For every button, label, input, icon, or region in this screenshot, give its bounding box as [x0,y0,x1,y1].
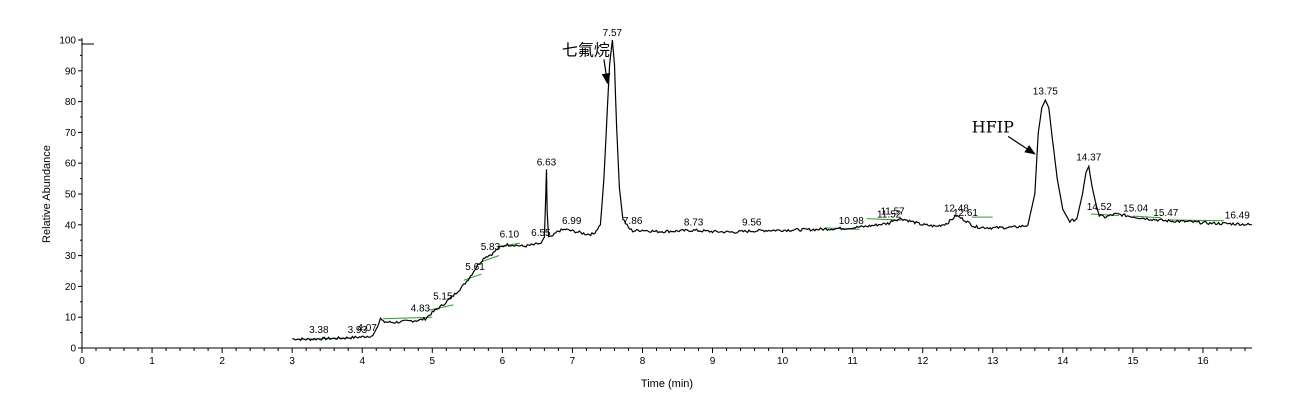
baseline-segment [481,255,500,263]
x-tick-label: 0 [79,356,85,367]
chromatogram-trace [292,39,1253,342]
y-tick-label: 100 [59,36,76,47]
x-tick-label: 2 [219,356,225,367]
x-tick-label: 6 [500,356,506,367]
compound-annotation-label: 七氟烷 [562,40,610,59]
compound-annotation-arrow [1007,135,1036,155]
x-axis-title: Time (min) [641,378,693,390]
x-tick-label: 9 [710,356,716,367]
peak-label: 11.52 [877,210,902,221]
peak-label: 6.63 [537,157,557,168]
x-tick-label: 4 [359,356,365,367]
y-tick-label: 70 [65,128,77,139]
y-tick-label: 80 [65,97,77,108]
peak-label: 5.83 [481,242,501,253]
baseline-segments [295,213,1224,340]
baseline-segment [498,242,520,247]
peak-label: 13.75 [1033,87,1058,98]
peak-label: 11.57 [880,207,905,218]
peak-label: 4.83 [411,304,431,315]
x-tick-label: 7 [570,356,576,367]
compound-annotation-label: HFIP [972,117,1014,136]
peak-label: 6.55 [531,228,551,239]
baseline-segment [1132,215,1161,219]
peak-label: 16.49 [1225,210,1250,221]
x-tick-label: 13 [987,356,999,367]
peak-label: 8.73 [684,217,704,228]
peak-label: 9.56 [742,217,762,228]
peak-label: 14.52 [1087,202,1112,213]
compound-annotation-arrow [601,59,611,85]
baseline-segment [1167,219,1224,222]
baseline-segment [1090,213,1119,217]
peak-labels: 3.38 3.934.07 4.835.15 5.61 5.836.10 6.55 6.63… [309,28,1250,336]
y-tick-label: 50 [65,190,77,201]
x-tick-label: 14 [1057,356,1069,367]
x-tick-label: 1 [149,356,155,367]
peak-label: 4.07 [357,323,377,334]
peak-label: 6.99 [562,216,582,227]
peak-label: 7.57 [603,28,623,39]
y-tick-label: 90 [65,66,77,77]
x-tick-label: 8 [640,356,646,367]
x-tick-label: 3 [289,356,295,367]
peak-label: 6.10 [500,230,520,241]
peak-label: 15.04 [1123,204,1148,215]
y-tick-label: 20 [65,282,77,293]
peak-label: 14.37 [1076,153,1101,164]
x-tick-label: 5 [430,356,436,367]
y-axis-title: Relative Abundance [41,145,53,243]
peak-label: 12.48 [944,204,969,215]
peak-label: 15.47 [1153,208,1178,219]
x-tick-label: 12 [917,356,929,367]
x-tick-label: 10 [777,356,789,367]
x-tick-label: 16 [1197,356,1209,367]
y-tick-label: 0 [70,344,76,355]
peak-label: 3.93 [348,325,368,336]
peak-label: 3.38 [309,325,329,336]
baseline-segment [463,273,482,281]
peak-label: 10.98 [839,216,864,227]
y-tick-label: 10 [65,313,77,324]
x-tick-label: 15 [1127,356,1139,367]
peak-label: 5.61 [465,262,485,273]
baseline-segment [428,304,454,311]
peak-label: 5.15 [433,291,453,302]
y-tick-label: 60 [65,159,77,170]
peak-label: 12.61 [953,208,978,219]
x-tick-label: 11 [847,356,858,367]
peak-label: 7.86 [623,216,643,227]
compound-annotations: 七氟烷 HFIP [562,40,1036,155]
y-tick-label: 30 [65,251,77,262]
y-tick-label: 40 [65,220,77,231]
